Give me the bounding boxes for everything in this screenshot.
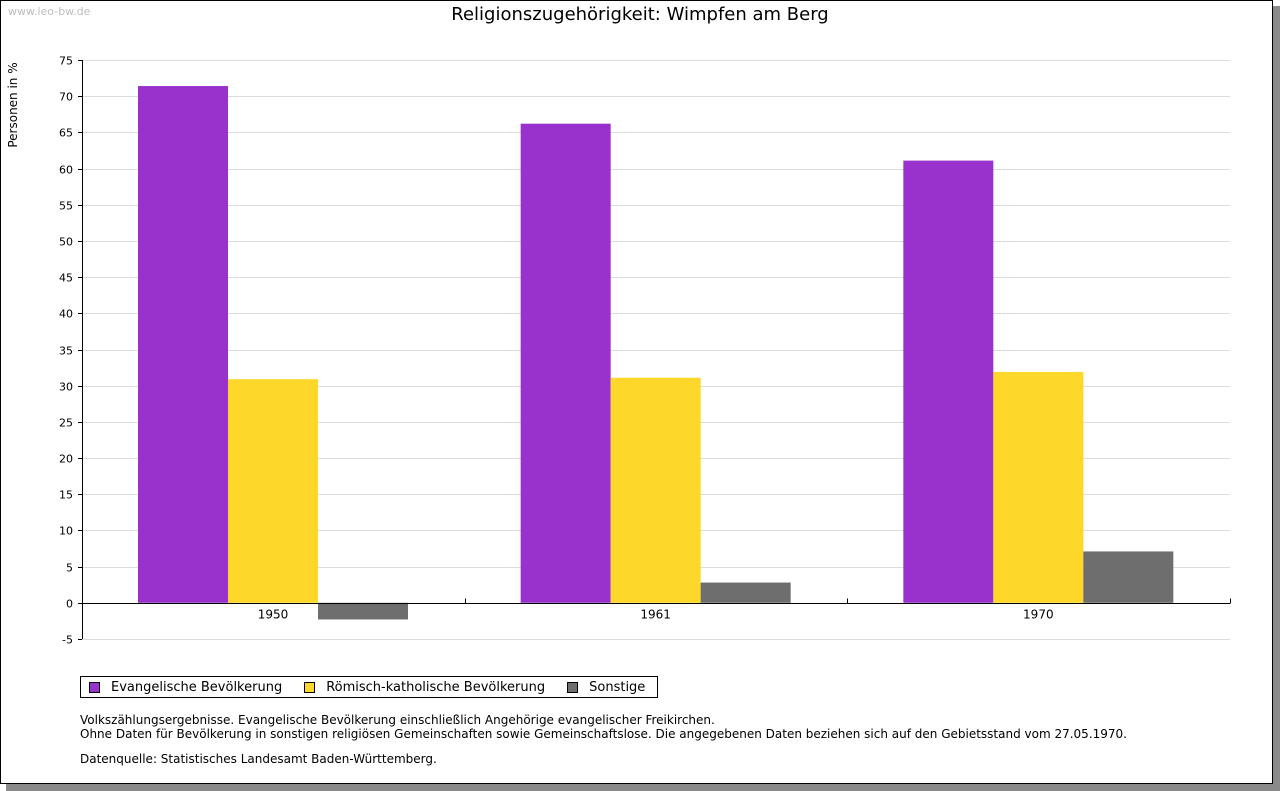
y-tick-label: 70	[59, 91, 73, 104]
y-tick-label: 20	[59, 453, 73, 466]
legend-swatch	[89, 681, 100, 693]
footnotes: Volkszählungsergebnisse. Evangelische Be…	[80, 713, 1127, 741]
y-tick-label: -5	[62, 634, 73, 647]
legend-label: Römisch-katholische Bevölkerung	[326, 679, 546, 695]
footnote-line-1: Volkszählungsergebnisse. Evangelische Be…	[80, 713, 715, 727]
legend-item: Römisch-katholische Bevölkerung	[304, 680, 545, 695]
bar	[318, 602, 408, 620]
legend: Evangelische Bevölkerung Römisch-katholis…	[80, 676, 659, 698]
x-tick-label: 1961	[640, 608, 671, 622]
footnote-line-2: Ohne Daten für Bevölkerung in sonstigen …	[80, 727, 1127, 741]
y-tick-label: 5	[66, 562, 73, 575]
bar	[993, 371, 1084, 603]
y-tick-label: 25	[59, 417, 73, 430]
bar	[1083, 551, 1174, 603]
y-tick-label: 10	[59, 525, 73, 538]
bar	[228, 379, 318, 603]
y-tick-label: 15	[59, 489, 73, 502]
y-tick-label: 50	[59, 236, 73, 249]
y-tick-label: 75	[59, 55, 73, 68]
bar	[610, 377, 701, 603]
y-tick-label: 65	[59, 127, 73, 140]
y-tick-label: 45	[59, 272, 73, 285]
bar	[903, 160, 994, 603]
legend-item: Sonstige	[567, 680, 645, 695]
legend-item: Evangelische Bevölkerung	[89, 680, 282, 695]
bar	[520, 123, 611, 603]
legend-swatch	[567, 681, 579, 693]
frame-shadow-right	[1273, 6, 1280, 791]
frame-shadow-bottom	[6, 784, 1280, 791]
data-source: Datenquelle: Statistisches Landesamt Bad…	[80, 752, 437, 766]
legend-label: Sonstige	[589, 679, 646, 695]
legend-swatch	[304, 681, 316, 693]
y-tick-label: 55	[59, 200, 73, 213]
y-tick-label: 35	[59, 345, 73, 358]
bar	[138, 86, 228, 603]
y-tick-label: 0	[66, 598, 73, 611]
x-tick-label: 1950	[258, 608, 289, 622]
chart-title: Religionszugehörigkeit: Wimpfen am Berg	[451, 4, 829, 25]
legend-label: Evangelische Bevölkerung	[111, 679, 283, 695]
y-tick-label: 40	[59, 308, 73, 321]
watermark: www.leo-bw.de	[8, 5, 91, 18]
y-tick-label: 30	[59, 381, 73, 394]
x-tick-label: 1970	[1023, 608, 1054, 622]
y-tick-label: 60	[59, 164, 73, 177]
bar	[700, 582, 791, 603]
